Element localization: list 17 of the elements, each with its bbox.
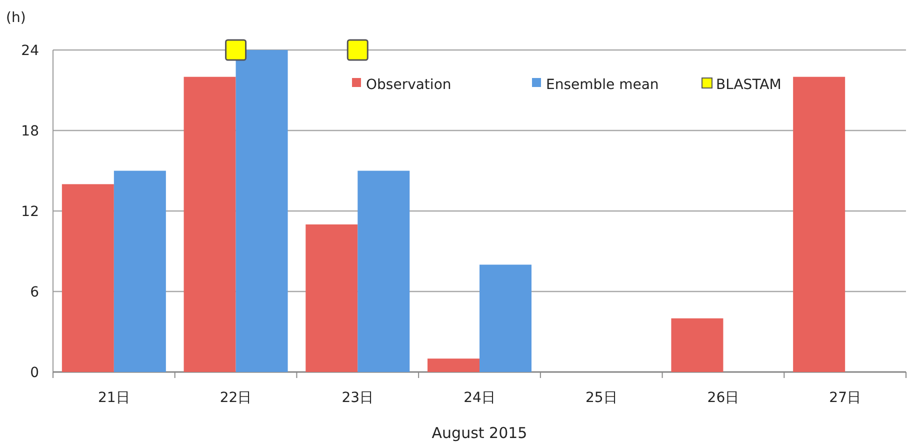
y-tick-label: 18 — [21, 124, 39, 140]
y-tick-label: 12 — [21, 204, 39, 220]
legend-label: Ensemble mean — [546, 77, 659, 93]
legend-label: Observation — [366, 77, 452, 93]
y-tick-label: 0 — [30, 365, 39, 381]
y-axis-title: (h) — [6, 10, 26, 26]
x-axis-title: August 2015 — [432, 424, 528, 442]
legend-label: BLASTAM — [716, 77, 782, 93]
x-tick-label: 22日 — [220, 390, 252, 406]
x-tick-label: 27日 — [829, 390, 861, 406]
x-tick-label: 26日 — [707, 390, 740, 406]
x-tick-label: 23日 — [342, 390, 374, 406]
x-tick-label: 24日 — [464, 390, 496, 406]
y-tick-label: 6 — [30, 284, 40, 300]
x-tick-label: 21日 — [98, 390, 130, 406]
y-tick-label: 24 — [21, 43, 40, 59]
x-tick-label: 25日 — [585, 390, 618, 406]
